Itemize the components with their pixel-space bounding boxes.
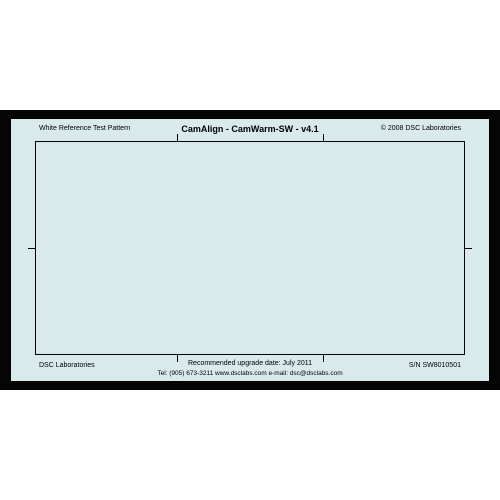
frame-tick [323,134,324,142]
frame-tick [323,354,324,362]
frame-tick [177,134,178,142]
test-pattern-outer: White Reference Test Pattern CamAlign - … [0,110,500,390]
label-contact: Tel: (905) 673-3211 www.dsclabs.com e-ma… [157,370,342,377]
label-upgrade-date: Recommended upgrade date: July 2011 [188,360,312,367]
label-title: CamAlign - CamWarm-SW - v4.1 [181,124,318,134]
frame-tick [464,248,472,249]
inner-frame [35,141,465,355]
label-serial: S/N SW8010501 [409,362,461,369]
test-pattern-card: White Reference Test Pattern CamAlign - … [10,118,490,382]
label-top-left: White Reference Test Pattern [39,125,130,132]
frame-tick [28,248,36,249]
label-copyright: © 2008 DSC Laboratories [381,125,461,132]
frame-tick [177,354,178,362]
label-bottom-left: DSC Laboratories [39,362,95,369]
